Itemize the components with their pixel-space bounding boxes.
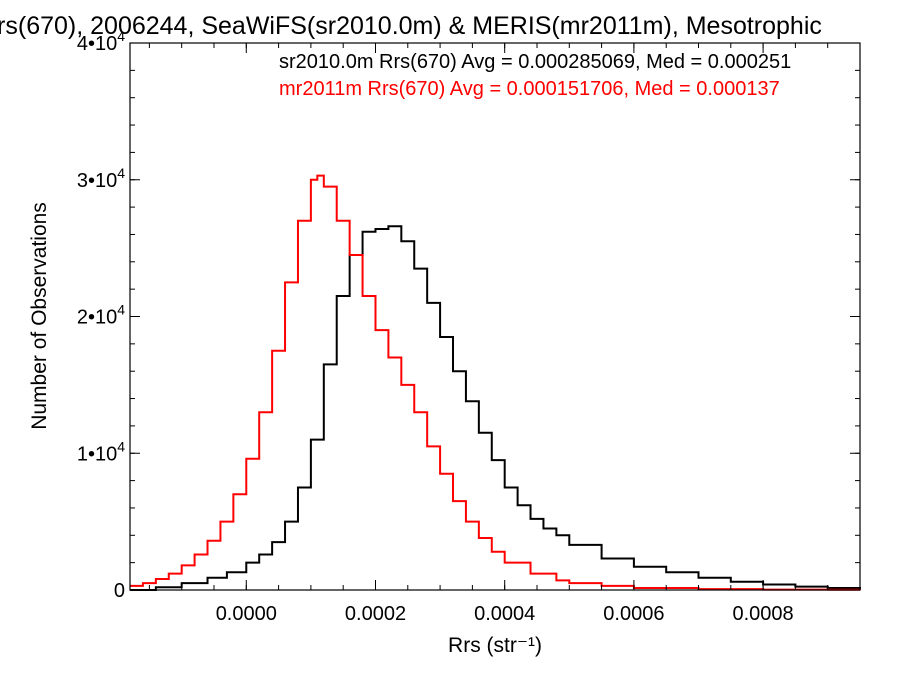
- series-line-mr2011m: [130, 174, 861, 591]
- x-tick-label: 0.0002: [345, 603, 406, 625]
- y-tick-label: 2•104: [77, 302, 125, 329]
- series-layer: [130, 174, 861, 591]
- y-tick-label: 0: [114, 580, 125, 602]
- x-axis-label: Rrs (str⁻¹): [448, 634, 542, 657]
- annotation-sr2010: sr2010.0m Rrs(670) Avg = 0.000285069, Me…: [279, 51, 791, 73]
- x-tick-label: 0.0008: [733, 603, 794, 625]
- y-tick-label: 4•104: [77, 28, 125, 55]
- y-tick-label: 3•104: [77, 165, 125, 192]
- series-line-sr2010.0m: [130, 225, 861, 591]
- series-mr2011m: [130, 174, 861, 591]
- chart-title: Rrs(670), 2006244, SeaWiFS(sr2010.0m) & …: [0, 12, 822, 40]
- x-tick-label: 0.0004: [474, 603, 535, 625]
- x-tick-label: 0.0000: [216, 603, 277, 625]
- plot-frame: [129, 42, 861, 591]
- series-sr2010.0m: [130, 225, 861, 591]
- ticks-layer: 0.0000 0.0002 0.0004 0.0006 0.0008 0 1•104 2•10…: [77, 28, 861, 625]
- y-tick-label: 1•104: [77, 438, 125, 465]
- annotation-mr2011: mr2011m Rrs(670) Avg = 0.000151706, Med …: [279, 78, 780, 100]
- y-axis-label: Number of Observations: [28, 202, 51, 430]
- x-tick-label: 0.0006: [603, 603, 664, 625]
